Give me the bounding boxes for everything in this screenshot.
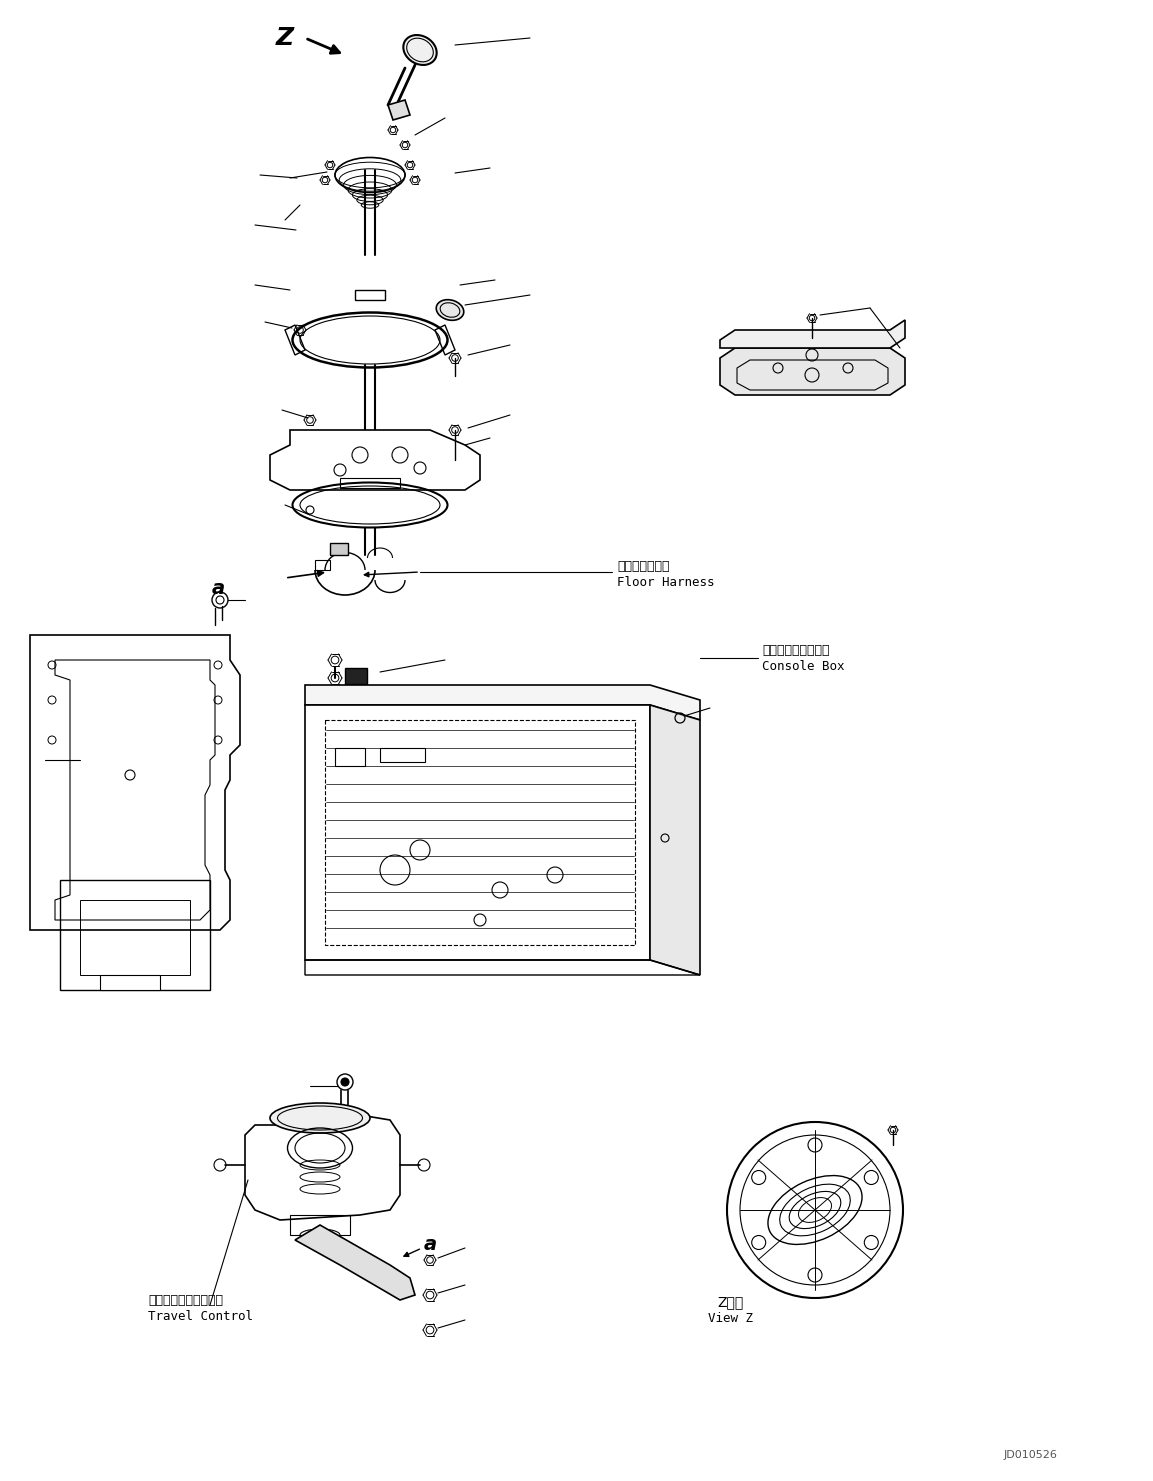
Polygon shape (650, 705, 700, 974)
Bar (315, 560, 330, 570)
Polygon shape (306, 686, 700, 720)
Text: Travel Control: Travel Control (148, 1309, 253, 1323)
Text: Console Box: Console Box (762, 659, 844, 672)
Text: Z: Z (276, 27, 294, 50)
Ellipse shape (404, 36, 437, 65)
Ellipse shape (270, 1103, 370, 1133)
Text: JD010526: JD010526 (1003, 1450, 1057, 1460)
Polygon shape (719, 348, 905, 395)
Polygon shape (389, 101, 410, 120)
Bar (336, 748, 366, 766)
Polygon shape (306, 705, 650, 960)
Bar (330, 544, 348, 555)
Polygon shape (100, 974, 160, 989)
Polygon shape (270, 429, 480, 490)
Circle shape (341, 1078, 349, 1086)
Ellipse shape (336, 157, 405, 193)
Polygon shape (244, 1115, 400, 1220)
Text: View Z: View Z (708, 1312, 753, 1324)
Text: a: a (211, 579, 225, 597)
Text: トラベルコントロール: トラベルコントロール (148, 1293, 223, 1306)
Polygon shape (295, 1225, 415, 1300)
Text: コンソールボックス: コンソールボックス (762, 644, 829, 656)
Text: Z　視: Z 視 (717, 1294, 744, 1309)
Text: フロアハーネス: フロアハーネス (617, 560, 670, 573)
Bar (380, 748, 425, 763)
Text: Floor Harness: Floor Harness (617, 576, 715, 588)
Text: a: a (423, 1235, 437, 1254)
Polygon shape (719, 320, 905, 348)
Ellipse shape (436, 299, 464, 320)
Bar (345, 668, 367, 684)
